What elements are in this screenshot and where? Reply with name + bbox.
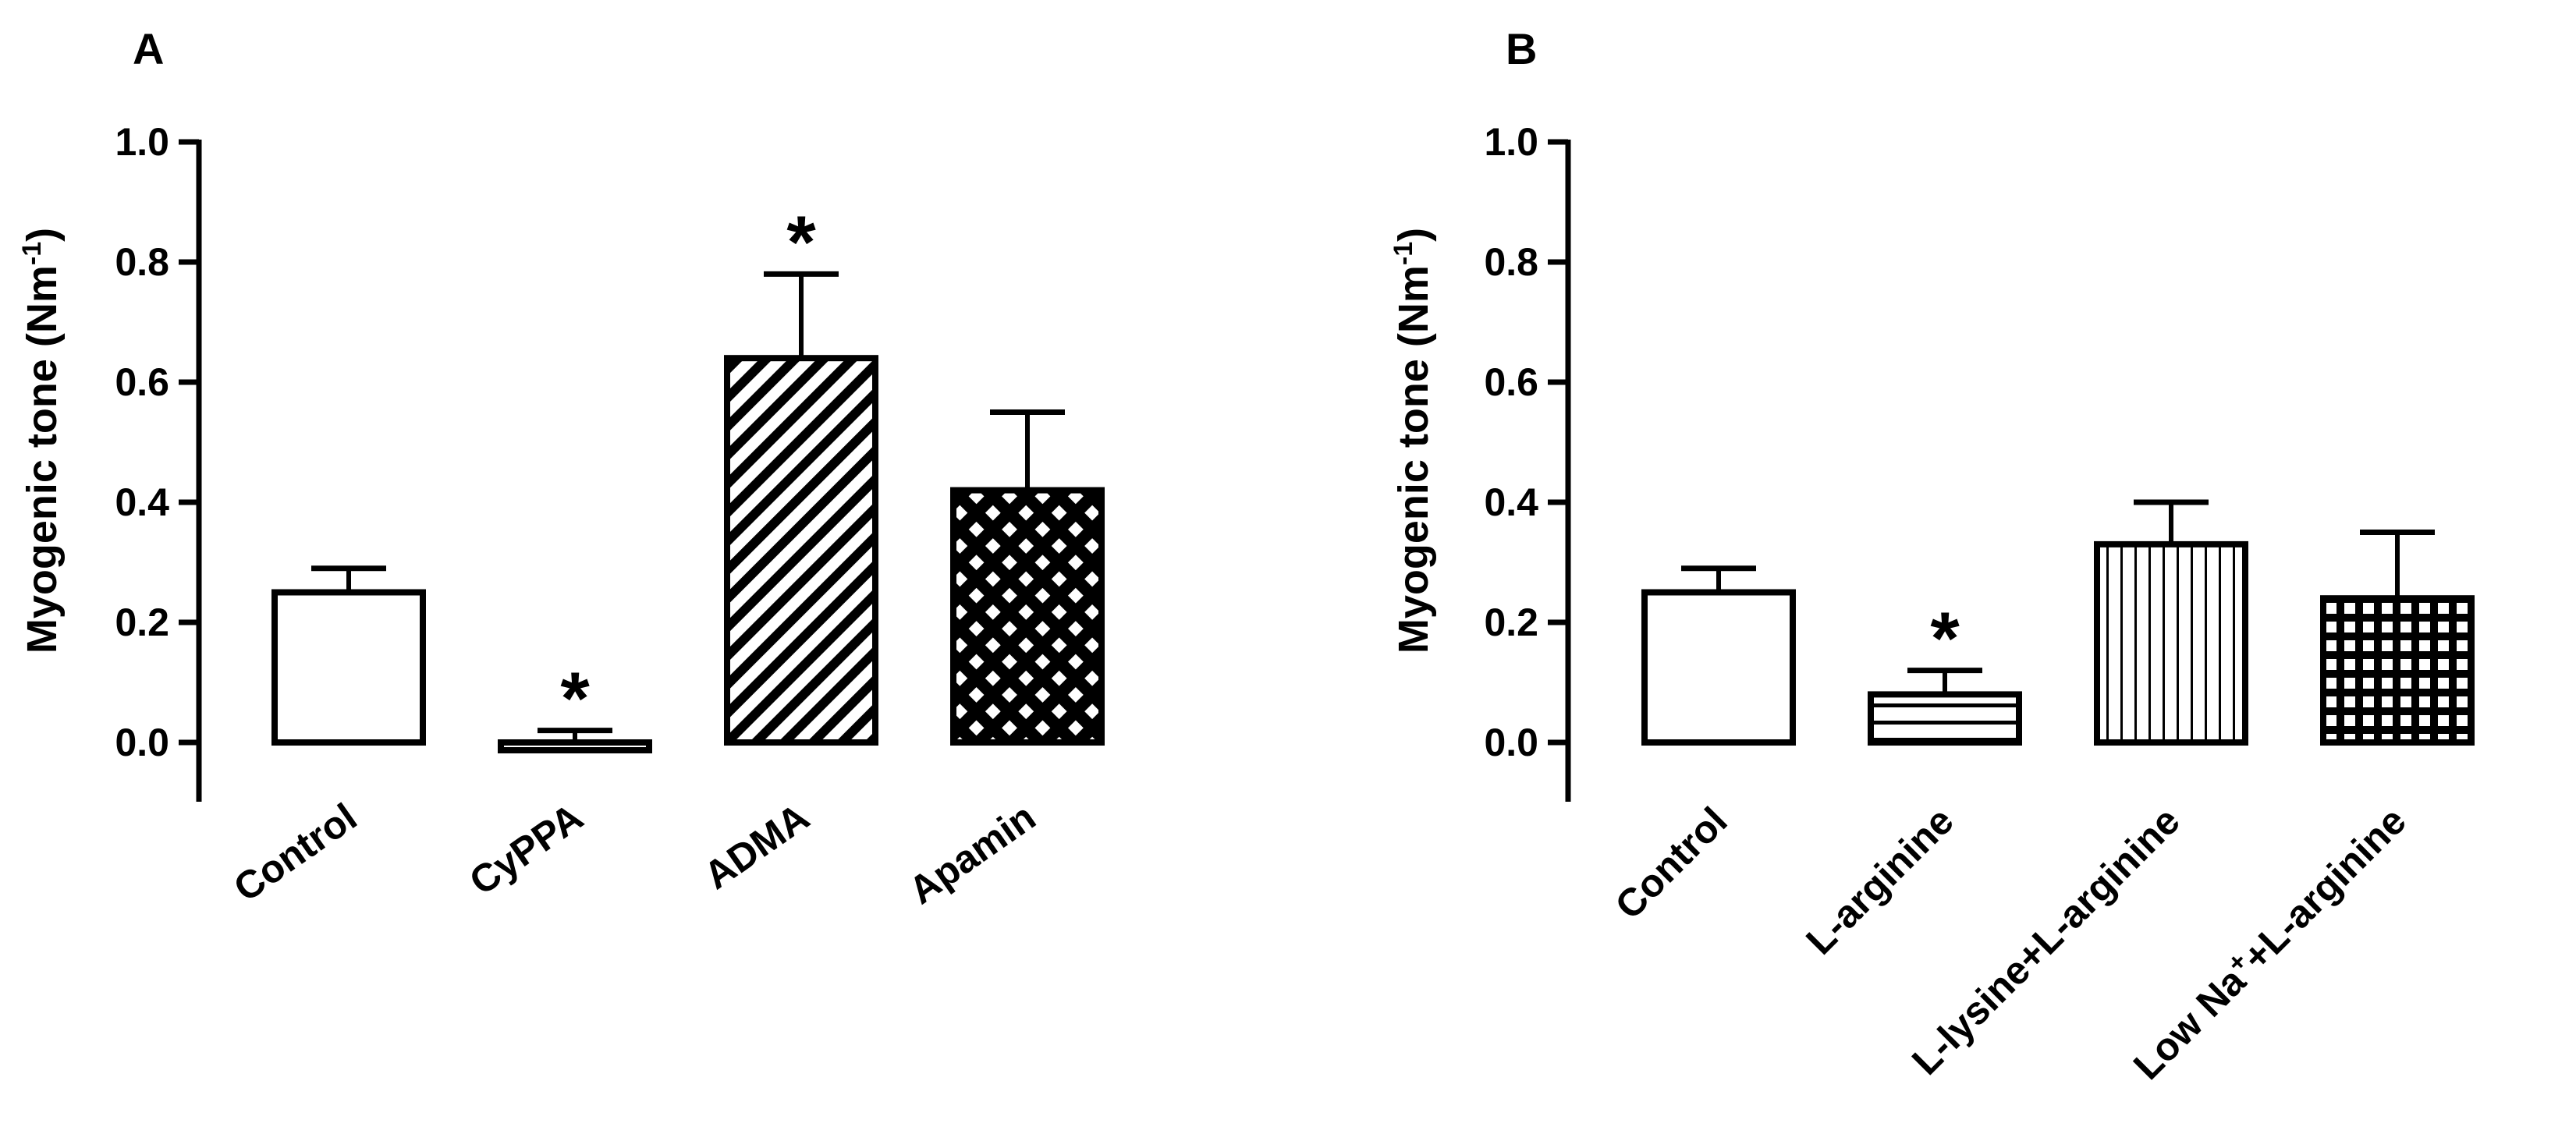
category-label: Apamin xyxy=(901,795,1043,912)
bar-control xyxy=(271,589,426,746)
bar-adma xyxy=(724,355,878,746)
category-label: L-arginine xyxy=(1797,799,1961,962)
panel-letter: A xyxy=(133,24,164,73)
category-label: CyPPA xyxy=(462,795,591,903)
significance-star: * xyxy=(786,200,816,284)
y-tick-label: 0.8 xyxy=(1484,240,1538,284)
bar-l-arginine xyxy=(1868,691,2022,746)
y-tick-label: 0.2 xyxy=(115,601,169,644)
y-axis-label: Myogenic tone (Nm-1) xyxy=(1389,228,1437,654)
y-tick-label: 1.0 xyxy=(115,120,169,164)
panel-b: B 0.0 0.2 0.4 0.6 0.8 1.0 Myogenic tone (Nm-1) C… xyxy=(1389,24,2475,1088)
y-axis-label: Myogenic tone (Nm-1) xyxy=(17,228,66,654)
bar-low-na-l-arginine xyxy=(2320,595,2475,746)
y-tick-label: 0.0 xyxy=(1484,721,1538,764)
bar-control xyxy=(1641,589,1796,746)
y-tick-label: 0.6 xyxy=(115,360,169,404)
y-tick-label: 0.8 xyxy=(115,240,169,284)
bar-cyppa xyxy=(498,739,652,753)
y-tick-label: 0.0 xyxy=(115,721,169,764)
y-tick-label: 0.4 xyxy=(115,480,169,524)
panel-a: A 0.0 0.2 0.4 0.6 0.8 1.0 Myogenic tone (Nm-1) C… xyxy=(17,24,1105,912)
bar-apamin xyxy=(950,487,1105,746)
y-tick-label: 0.4 xyxy=(1484,480,1538,524)
y-tick-label: 1.0 xyxy=(1484,120,1538,164)
significance-star: * xyxy=(1930,597,1960,681)
category-label: ADMA xyxy=(696,795,817,898)
panel-letter: B xyxy=(1506,24,1537,73)
y-tick-label: 0.2 xyxy=(1484,601,1538,644)
bar-l-lysine-l-arginine xyxy=(2094,540,2248,746)
category-label: Control xyxy=(226,795,365,910)
category-label: Control xyxy=(1607,799,1736,927)
significance-star: * xyxy=(560,657,590,741)
y-tick-label: 0.6 xyxy=(1484,360,1538,404)
